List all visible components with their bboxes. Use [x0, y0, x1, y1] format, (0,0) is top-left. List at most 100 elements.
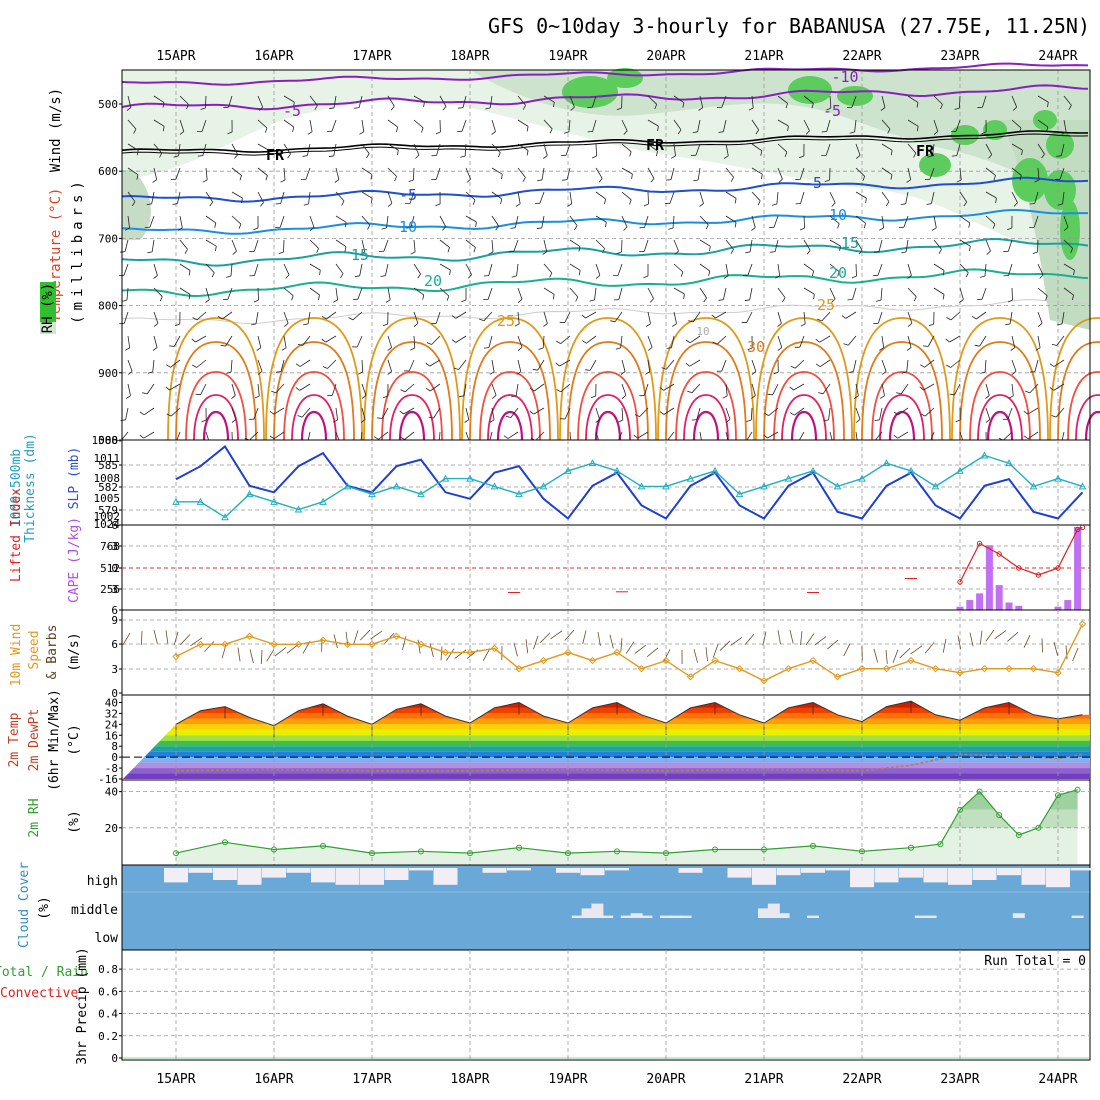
wind-barb-flag [271, 390, 277, 394]
wind-barb-flag [633, 434, 638, 439]
wind-barb [1011, 143, 1023, 151]
wind-barb [826, 119, 831, 132]
wind-barb [985, 383, 990, 396]
wind-barb [387, 95, 395, 107]
wind-barb-flag [933, 131, 939, 135]
cape-tick-label: 768 [100, 540, 120, 553]
wind-barb-flag [254, 395, 260, 399]
wind10-barb [345, 631, 349, 646]
wind-barb-flag [767, 393, 773, 396]
wind-barb [643, 239, 649, 252]
wind-barb-flag [188, 270, 191, 276]
wind-barb [829, 191, 836, 203]
rh2m-point [1074, 786, 1081, 793]
rh-high-spot [1044, 170, 1076, 210]
wind10-point [343, 640, 352, 649]
wind-barb [773, 215, 779, 228]
wind-barb-flag [503, 435, 509, 439]
wind-barb-flag [370, 198, 373, 204]
wind-barb [692, 311, 701, 323]
contour-35-red [773, 371, 835, 441]
wind-barb [777, 287, 786, 298]
wind-barb [829, 95, 832, 109]
y-tick-label: 0.6 [98, 985, 118, 998]
lifted-index-point [976, 540, 983, 547]
wind-barb [881, 143, 893, 151]
wind-barb-flag [913, 152, 917, 158]
contour-30-orange [469, 341, 551, 441]
wind-barb [308, 191, 311, 204]
wind-barb-flag [285, 274, 290, 279]
wind-barb [749, 239, 753, 252]
wind-barb [283, 335, 287, 348]
wind-barb-flag [264, 127, 268, 133]
ylabel-wind10-3: & Barbs [45, 625, 60, 680]
wind-barb [127, 359, 133, 372]
wind-barb-flag [722, 395, 728, 399]
wind10-barb [204, 641, 215, 652]
slp-line [175, 445, 1084, 520]
wind-barb [491, 143, 501, 153]
wind-barb [907, 263, 912, 276]
lifted-index-path [959, 526, 1083, 583]
wind-barb-flag [466, 178, 471, 183]
wind-barb-flag [595, 274, 601, 279]
wind-barb-flag [680, 271, 684, 277]
ylabel-wind10-1: 10m Wind [9, 624, 24, 687]
wind-barb-flag [685, 339, 691, 344]
wind-barb-flag [1057, 323, 1063, 326]
wind-barb-flag [537, 179, 543, 182]
wind-barb-flag [226, 275, 232, 278]
wind-barb [228, 95, 233, 108]
wind-barb [387, 335, 392, 348]
wind-barb-flag [1045, 295, 1048, 301]
wind-barb-flag [1070, 248, 1073, 254]
wind10-barb [333, 634, 338, 649]
wind-barb-flag [712, 341, 718, 345]
wind10-point [539, 656, 548, 665]
wind-barb [173, 335, 181, 347]
wind-barb-flag [184, 249, 188, 254]
wind-barb [462, 95, 467, 108]
wind-barb [488, 263, 493, 276]
cloud-high-bar [948, 868, 972, 885]
wind10-barb [969, 632, 974, 647]
wind-barb [515, 383, 519, 396]
contour-45-magenta [692, 410, 720, 441]
wind-barb [387, 167, 397, 177]
contour-label: 25 [497, 312, 515, 330]
wind-barb-flag [734, 198, 737, 204]
wind10-speed-path [175, 623, 1084, 682]
wind10-point [760, 677, 768, 685]
wind-barb [439, 239, 450, 248]
wind-barb [1037, 143, 1045, 155]
wind10-barb [550, 630, 563, 640]
wind-barb [386, 215, 389, 228]
wind-barb-flag [643, 203, 649, 207]
contour-25-orange [755, 317, 853, 441]
wind10-barb [762, 631, 767, 646]
wind10-point [637, 664, 646, 673]
wind10-barb [730, 637, 743, 646]
wind-barb-flag [567, 203, 572, 207]
wind-barb-flag [322, 366, 328, 369]
wind-barb-flag [1063, 226, 1069, 231]
wind-barb [491, 359, 495, 372]
wind-barb [253, 239, 259, 252]
wind-barb [413, 95, 425, 103]
rh2m-point [761, 846, 767, 853]
wind-barb-flag [387, 347, 392, 351]
wind-barb-flag [646, 323, 651, 327]
contour-25-orange [951, 317, 1049, 441]
cloud-panel: high middle low Cloud Cover (%) [17, 862, 1095, 951]
cloud-high-bar [409, 868, 433, 871]
wind10-barb [153, 629, 158, 644]
wind-barb [923, 383, 935, 391]
wind-barb-flag [693, 179, 699, 182]
wind-barb [669, 191, 675, 204]
wind-barb [621, 215, 628, 228]
cloud-mid-bar [758, 908, 770, 918]
wind-barb [222, 311, 233, 320]
wind-barb-flag [817, 318, 823, 322]
